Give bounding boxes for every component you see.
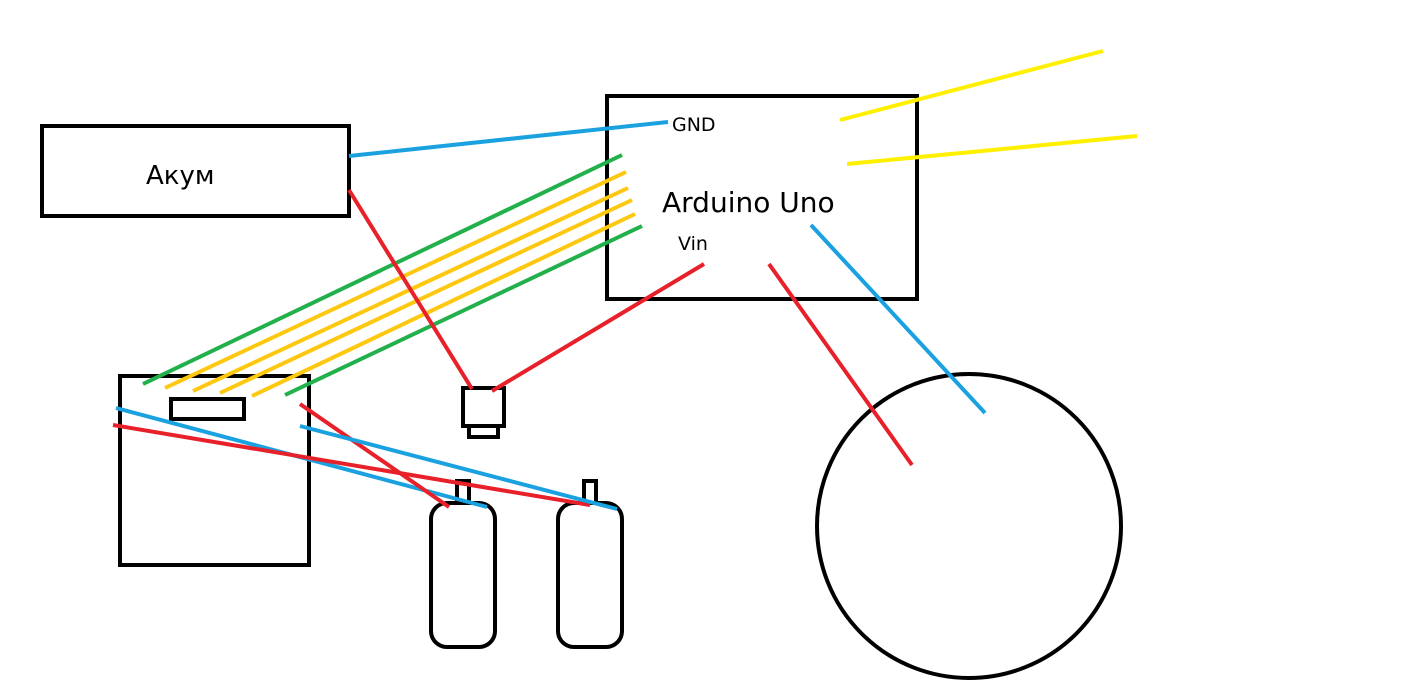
ribbon-wire-yellow-3 (219, 198, 633, 395)
wire-battery-positive (347, 188, 474, 391)
wire-yellow-out-2 (846, 134, 1138, 166)
ribbon-cable (142, 153, 643, 398)
wire-driver-motor-red-a (112, 423, 591, 507)
motor-left (429, 479, 497, 649)
battery-box: Акум (40, 124, 351, 218)
arduino-label: Arduino Uno (662, 186, 835, 219)
driver-terminal-block (169, 397, 246, 421)
ribbon-wire-yellow-1 (164, 170, 627, 390)
driver-module (118, 374, 311, 567)
wire-yellow-out-1 (839, 49, 1104, 122)
gnd-pin-label: GND (672, 114, 716, 136)
battery-label: Акум (146, 161, 215, 191)
ribbon-wire-green-1 (142, 153, 623, 386)
wire-driver-motor-blue-b (299, 424, 618, 511)
vin-pin-label: Vin (678, 233, 708, 255)
ribbon-wire-yellow-4 (251, 212, 636, 398)
wheel-circle (815, 372, 1123, 680)
wire-arduino-wheel-blue (809, 223, 987, 415)
wire-battery-gnd (348, 120, 669, 158)
wire-arduino-wheel-red (767, 262, 914, 467)
ribbon-wire-green-2 (284, 224, 643, 397)
wire-switch-vin (490, 262, 706, 393)
arduino-board: Arduino Uno GND Vin (605, 94, 919, 301)
switch-connector (461, 386, 506, 439)
wire-driver-motor-red-b (298, 402, 451, 509)
